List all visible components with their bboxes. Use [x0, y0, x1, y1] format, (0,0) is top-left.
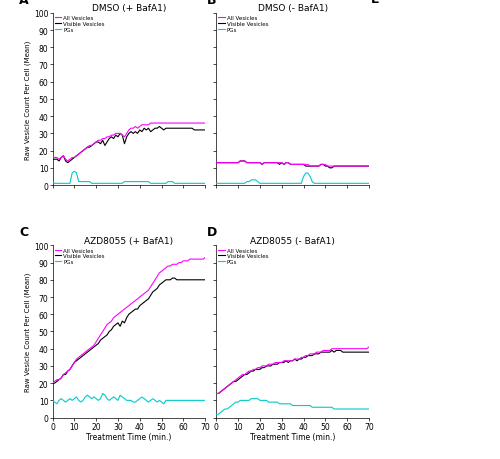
- Title: AZD8055 (- BafA1): AZD8055 (- BafA1): [250, 236, 335, 245]
- Text: C: C: [19, 226, 28, 239]
- Bar: [448, 106, 477, 196]
- Text: E: E: [372, 0, 380, 6]
- Text: A: A: [19, 0, 28, 7]
- Y-axis label: Raw Vesicle Count Per Cell (Mean): Raw Vesicle Count Per Cell (Mean): [24, 40, 31, 159]
- Title: AZD8055 (+ BafA1): AZD8055 (+ BafA1): [84, 236, 174, 245]
- X-axis label: Treatment Time (min.): Treatment Time (min.): [86, 432, 172, 441]
- Y-axis label: Raw Vesicle Count Per Cell (Mean): Raw Vesicle Count Per Cell (Mean): [24, 272, 31, 392]
- Title: DMSO (- BafA1): DMSO (- BafA1): [258, 4, 328, 13]
- Text: D: D: [207, 226, 218, 239]
- Text: anti-ATG12: anti-ATG12: [412, 38, 458, 47]
- Legend: All Vesicles, Visible Vesicles, PGs: All Vesicles, Visible Vesicles, PGs: [54, 247, 105, 265]
- Legend: All Vesicles, Visible Vesicles, PGs: All Vesicles, Visible Vesicles, PGs: [218, 16, 269, 33]
- Bar: [396, 232, 432, 345]
- Title: DMSO (+ BafA1): DMSO (+ BafA1): [92, 4, 166, 13]
- Text: B: B: [207, 0, 216, 7]
- Legend: All Vesicles, Visible Vesicles, PGs: All Vesicles, Visible Vesicles, PGs: [54, 16, 105, 33]
- X-axis label: Treatment Time (min.): Treatment Time (min.): [250, 432, 336, 441]
- Legend: All Vesicles, Visible Vesicles, PGs: All Vesicles, Visible Vesicles, PGs: [218, 247, 269, 265]
